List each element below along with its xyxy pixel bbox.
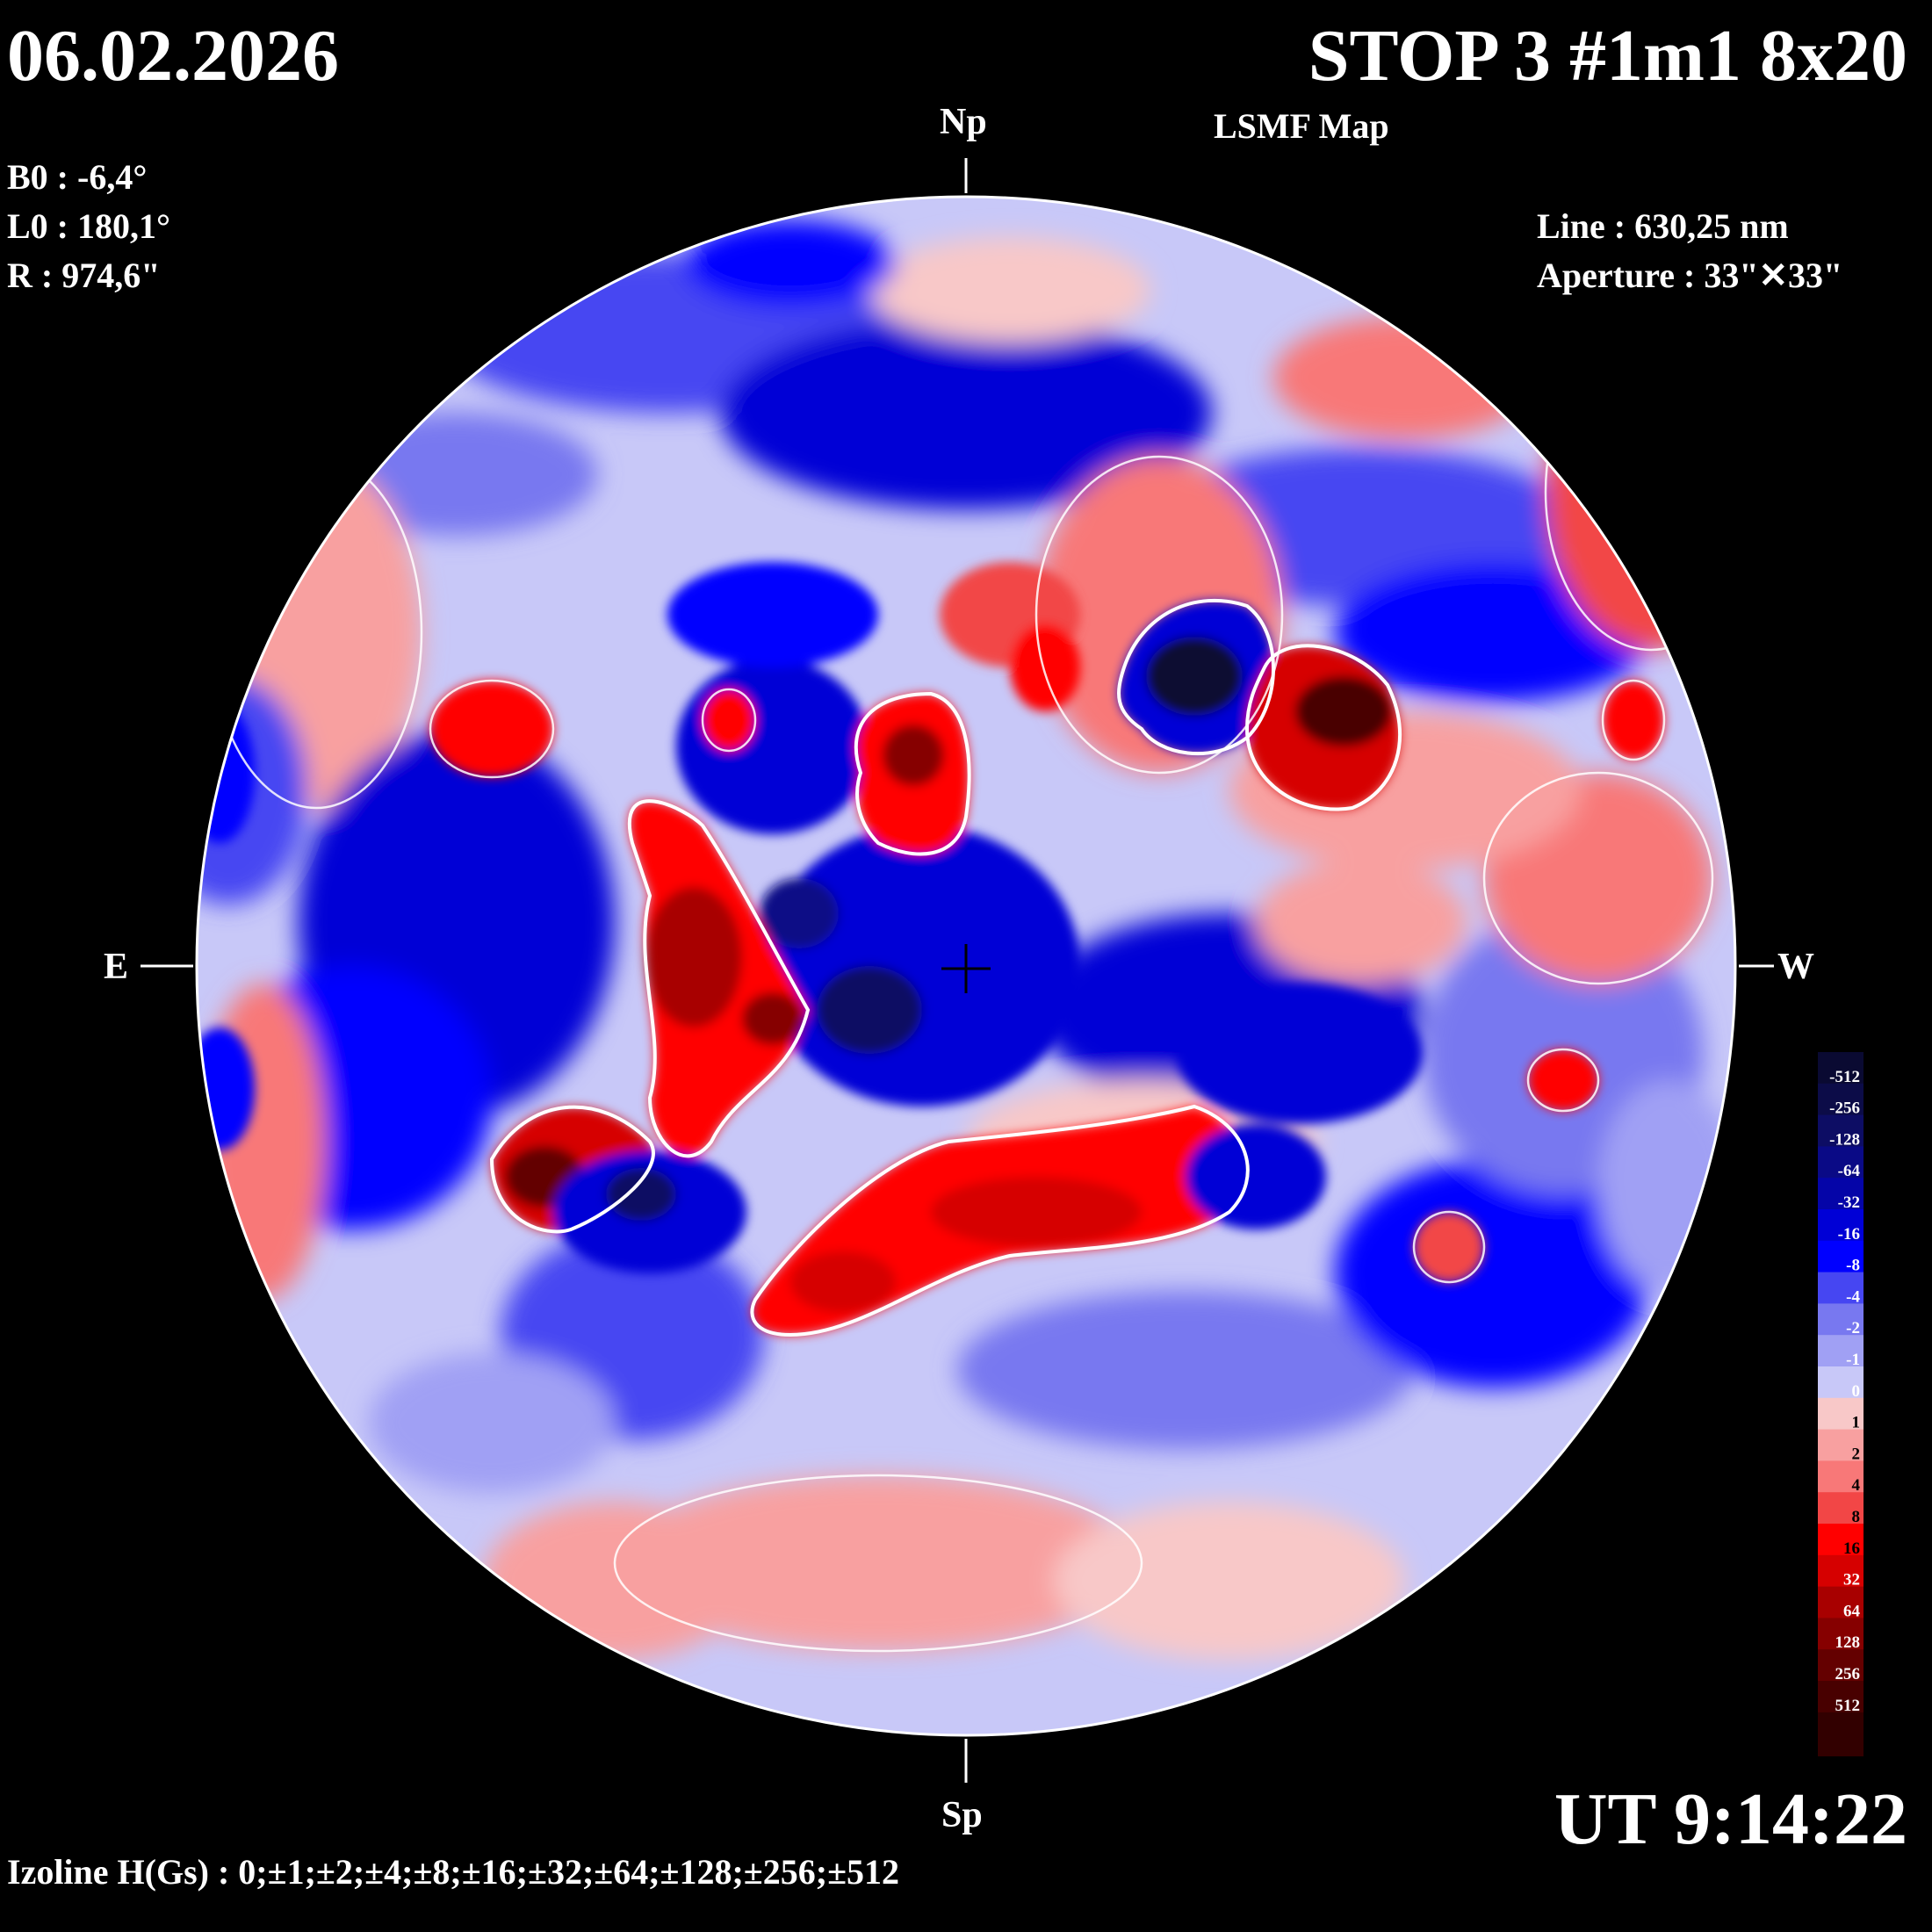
west-label: W: [1777, 947, 1814, 987]
disk-outline: [195, 195, 1737, 1737]
scale-swatch: [1818, 1272, 1864, 1304]
scale-swatch: [1818, 1303, 1864, 1336]
scale-level-label: 0: [1852, 1382, 1861, 1401]
scale-swatch: [1818, 1178, 1864, 1210]
scale-swatch: [1818, 1335, 1864, 1367]
scale-level-label: 32: [1843, 1571, 1860, 1590]
scale-swatch: [1818, 1681, 1864, 1713]
scale-swatch: [1818, 1209, 1864, 1242]
scale-level-label: -16: [1838, 1225, 1860, 1244]
scale-swatch-end: [1818, 1712, 1864, 1756]
scale-swatch: [1818, 1429, 1864, 1461]
scale-level-label: 128: [1835, 1633, 1861, 1652]
param-radius: R : 974,6": [7, 256, 161, 295]
east-label: E: [104, 947, 129, 987]
scale-level-label: 2: [1852, 1445, 1861, 1463]
color-scale-legend: -512 -256 -128 -64 -32 -16 -8 -4 -2 -1 0 1 2 4 8 16 32 64…: [1818, 1052, 1864, 1756]
scale-level-label: -512: [1829, 1068, 1860, 1086]
scale-swatch: [1818, 1649, 1864, 1682]
scale-swatch: [1818, 1083, 1864, 1116]
isoline-levels: Izoline H(Gs) : 0;±1;±2;±4;±8;±16;±32;±6…: [7, 1852, 900, 1892]
scale-swatch: [1818, 1052, 1864, 1085]
scale-swatch: [1818, 1618, 1864, 1650]
scale-swatch: [1818, 1460, 1864, 1493]
scale-swatch: [1818, 1524, 1864, 1556]
scale-level-label: -256: [1829, 1099, 1860, 1118]
scale-level-label: 4: [1852, 1476, 1861, 1495]
scale-level-label: -2: [1846, 1319, 1860, 1337]
spectral-line: Line : 630,25 nm: [1537, 206, 1789, 246]
scale-swatch: [1818, 1397, 1864, 1431]
aperture-size: Aperture : 33"✕33": [1537, 256, 1843, 295]
scale-level-label: 1: [1852, 1414, 1861, 1432]
universal-time: UT 9:14:22: [1554, 1778, 1907, 1860]
scale-level-label: 16: [1843, 1539, 1860, 1558]
param-b0: B0 : -6,4°: [7, 157, 148, 197]
scale-level-label: 8: [1852, 1508, 1861, 1526]
scale-swatch: [1818, 1492, 1864, 1525]
scale-level-label: -32: [1838, 1193, 1860, 1212]
scale-level-label: -1: [1846, 1351, 1860, 1369]
scale-swatch: [1818, 1586, 1864, 1618]
scale-swatch: [1818, 1366, 1864, 1399]
disk-center-cross: [941, 944, 991, 993]
map-title: STOP 3 #1m1 8x20: [1308, 15, 1907, 97]
scale-level-label: 64: [1843, 1602, 1861, 1620]
field-regions: [197, 220, 1735, 1660]
scale-swatch: [1818, 1240, 1864, 1273]
scale-level-label: -128: [1829, 1130, 1860, 1149]
scale-level-label: 256: [1835, 1665, 1861, 1683]
scale-level-label: 512: [1835, 1697, 1861, 1715]
scale-swatch: [1818, 1554, 1864, 1588]
scale-swatch: [1818, 1114, 1864, 1147]
orientation-ticks: [141, 158, 1774, 1783]
scale-level-label: -8: [1846, 1257, 1860, 1275]
north-pole-label: Np: [940, 102, 987, 142]
param-l0: L0 : 180,1°: [7, 206, 170, 246]
observation-date: 06.02.2026: [7, 15, 339, 97]
scale-swatch: [1818, 1146, 1864, 1179]
scale-level-label: -4: [1846, 1287, 1860, 1306]
scale-level-label: -64: [1838, 1162, 1861, 1180]
map-subtitle: LSMF Map: [1214, 106, 1389, 146]
south-pole-label: Sp: [941, 1795, 983, 1835]
